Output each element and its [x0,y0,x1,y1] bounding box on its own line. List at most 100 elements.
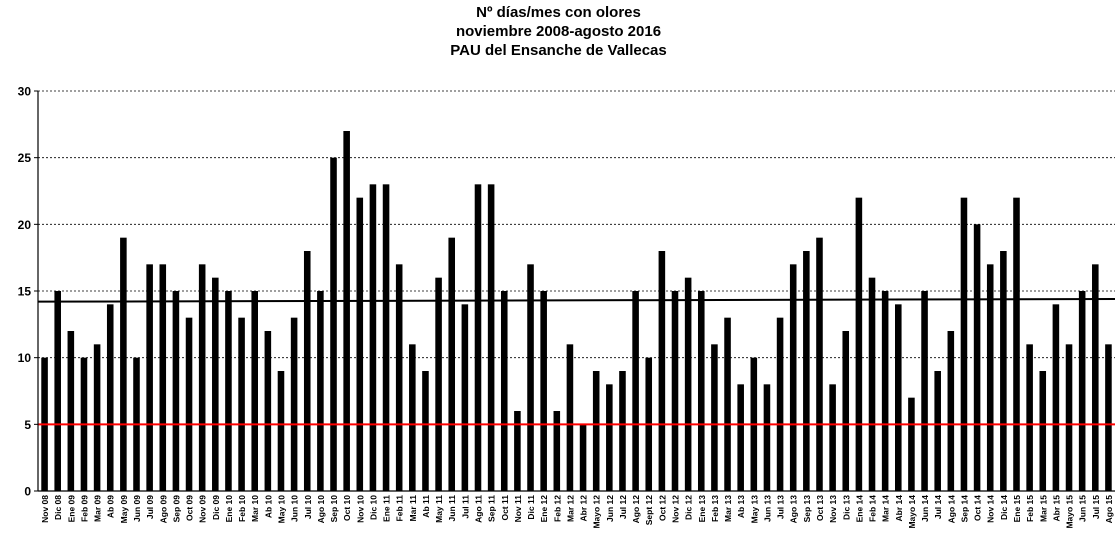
x-tick-label-Dic-14: Dic 14 [999,495,1009,520]
x-tick-label-Mar-14: Mar 14 [881,495,891,522]
reference-lines [37,298,1116,426]
bar-Feb-12 [553,411,561,491]
bar-Jul-10 [303,251,311,491]
bar-Ab-13 [737,384,744,491]
bar-Ago-10 [317,291,324,491]
bar-May-09 [120,237,127,491]
bar-Ene-09 [67,331,75,491]
x-tick-label-Oct-12: Oct 12 [657,495,667,521]
bar-Sep-10 [330,157,337,491]
bar-Dic-11 [527,264,534,491]
x-tick-label-Jun-15: Jun 15 [1078,495,1088,522]
x-tick-label-Dic-08: Dic 08 [53,495,63,520]
x-tick-label-Jul-14: Jul 14 [933,495,943,519]
x-tick-label-Ago-13: Ago 13 [789,495,799,524]
bar-Mar-12 [566,344,574,491]
y-tick-label-0: 0 [24,485,31,499]
x-tick-label-Ago-15: Ago 15 [1104,495,1114,524]
x-tick-label-Nov-08: Nov 08 [40,495,50,523]
x-tick-label-Ene-15: Ene 15 [1012,495,1022,523]
y-tick-label-10: 10 [18,351,32,365]
x-tick-label-Ab-09: Ab 09 [106,495,116,518]
axes-group [34,90,1115,492]
reference-line-1 [37,298,1116,303]
x-tick-label-Jul-13: Jul 13 [776,495,786,519]
chart-title: Nº días/mes con olores noviembre 2008-ag… [0,3,1117,60]
bar-Abr-15 [1052,304,1060,491]
bar-Jul-09 [146,264,153,491]
bar-Dic-09 [212,277,219,491]
x-tick-label-Dic-12: Dic 12 [684,495,694,520]
x-tick-label-Mar-13: Mar 13 [723,495,733,522]
chart-title-line-3: PAU del Ensanche de Vallecas [450,42,667,59]
x-tick-label-Ene-09: Ene 09 [66,495,76,523]
bar-Feb-15 [1026,344,1033,491]
x-tick-label-May-11: May 11 [434,495,444,523]
x-tick-label-Feb-15: Feb 15 [1025,495,1035,522]
x-tick-label-Ago-12: Ago 12 [631,495,641,524]
x-tick-label-Dic-11: Dic 11 [526,495,536,520]
x-tick-label-May-10: May 10 [276,495,286,524]
x-tick-label-Ene-11: Ene 11 [382,495,392,522]
x-tick-label-Abr-14: Abr 14 [894,495,904,522]
bar-Sep-11 [487,184,495,492]
x-tick-label-Ab-11: Ab 11 [421,495,431,518]
bar-Sep-09 [172,291,180,491]
x-tick-label-Mayo-12: Mayo 12 [592,495,602,529]
x-tick-label-Nov-12: Nov 12 [671,495,681,523]
x-tick-label-Mar-11: Mar 11 [408,495,418,522]
bar-Jun-10 [290,317,298,491]
x-tick-label-Nov-11: Nov 11 [513,495,523,523]
bar-Ab-11 [422,371,429,491]
bar-Jul-11 [461,304,469,491]
bar-Dic-10 [369,184,377,492]
bar-Dic-13 [842,331,850,491]
x-tick-label-Dic-10: Dic 10 [368,495,378,520]
x-tick-label-Jun-14: Jun 14 [920,495,930,522]
bar-Nov-10 [356,197,364,491]
x-tick-label-Mar-15: Mar 15 [1038,495,1048,522]
bar-Ene-10 [225,291,232,491]
x-tick-label-Mar-12: Mar 12 [565,495,575,522]
x-tick-label-Sept-12: Sept 12 [644,495,654,526]
x-tick-label-Abr-15: Abr 15 [1051,495,1061,522]
x-tick-labels: Nov 08 Dic 08 Ene 09 Feb 09 Mar 09 Ab 09 May 0… [40,495,1114,529]
chart-title-line-2: noviembre 2008-agosto 2016 [455,23,662,40]
bar-Ene-12 [540,291,547,491]
x-tick-label-Sep-14: Sep 14 [959,495,969,523]
bar-Oct-14 [973,224,981,492]
bar-Nov-13 [829,384,836,491]
x-tick-label-Feb-09: Feb 09 [79,495,89,522]
x-tick-label-Jun-09: Jun 09 [132,495,142,522]
bar-Jun-11 [448,237,456,491]
x-tick-label-Jun-12: Jun 12 [605,495,615,522]
bar-Jul-12 [619,371,626,491]
bar-Oct-09 [185,317,193,491]
x-tick-label-Jun-10: Jun 10 [290,495,300,522]
bar-Mar-15 [1039,371,1047,491]
bar-Abr-14 [895,304,902,491]
x-tick-label-Ago-11: Ago 11 [473,495,483,523]
x-tick-label-Jul-09: Jul 09 [145,495,155,519]
bar-Abr-12 [579,424,587,491]
bars-group [41,131,1112,492]
bar-May-11 [435,277,442,491]
bar-Nov-14 [986,264,994,491]
x-tick-label-Oct-11: Oct 11 [500,495,510,521]
x-tick-label-May-09: May 09 [119,495,129,524]
bar-Ago-13 [789,264,797,491]
bar-Mar-10 [251,291,258,491]
bar-Jun-15 [1078,291,1086,491]
bar-Mayo-12 [592,371,600,491]
x-tick-label-Mayo-15: Mayo 15 [1065,495,1075,529]
y-tick-label-30: 30 [18,85,32,99]
x-tick-label-Oct-09: Oct 09 [185,495,195,521]
bar-Feb-11 [395,264,403,491]
bar-Mar-09 [93,344,101,491]
bar-Oct-12 [658,251,666,491]
bar-Ab-10 [264,331,272,491]
x-tick-label-Mar-10: Mar 10 [250,495,260,522]
bar-Ago-09 [159,264,167,491]
bar-Oct-11 [500,291,508,491]
